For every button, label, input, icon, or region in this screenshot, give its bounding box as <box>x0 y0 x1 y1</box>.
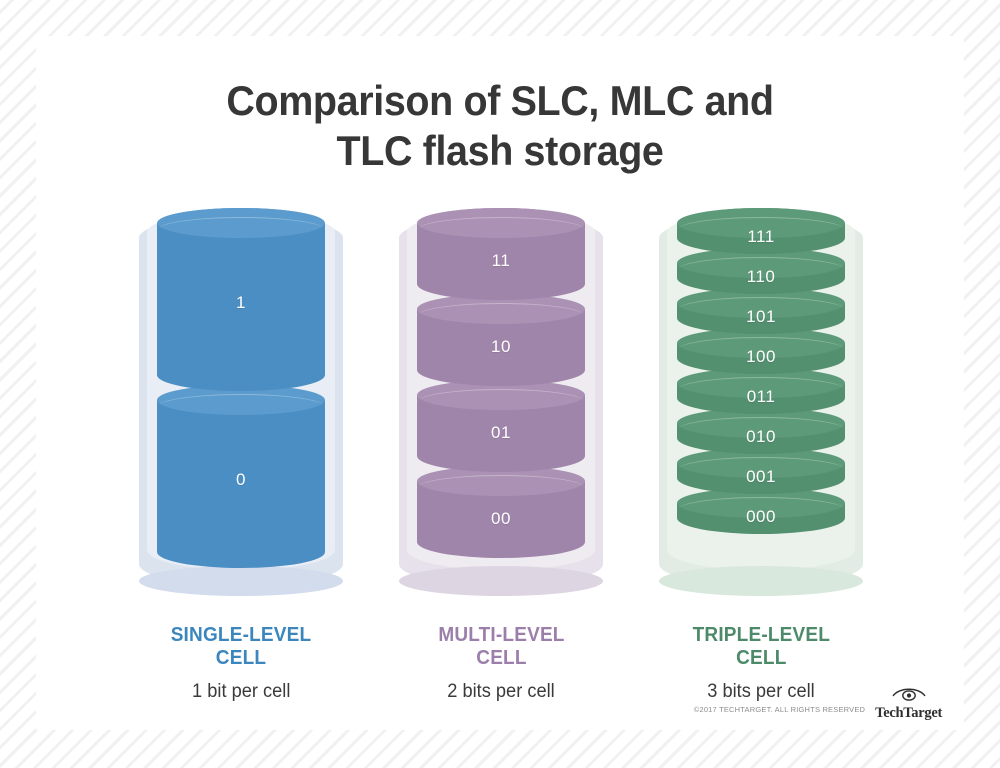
segment-label: 110 <box>746 267 776 286</box>
segment-label: 000 <box>746 507 776 526</box>
segment-highlight-line <box>417 475 585 501</box>
cell-type-title: MULTI-LEVEL CELL <box>438 624 564 670</box>
column-slc: 1 0 SINGLE-LEVEL CELL 1 bit per cell <box>126 208 356 703</box>
voltage-state-segment: 10 <box>417 294 585 386</box>
segment-highlight-line <box>677 417 845 443</box>
segment-highlight-line <box>677 377 845 403</box>
column-mlc: 11 10 01 00 MULTI-LEVEL CELL 2 bits per cell <box>386 208 616 703</box>
cell-type-title-line-2: CELL <box>475 647 527 669</box>
segment-highlight-line <box>677 457 845 483</box>
segment-highlight-line <box>417 389 585 415</box>
voltage-state-segment: 110 <box>677 248 845 294</box>
techtarget-wordmark: TechTarget <box>875 704 942 721</box>
segment-label: 11 <box>491 251 511 270</box>
cell-type-title: TRIPLE-LEVEL CELL <box>692 624 829 670</box>
segment-highlight-line <box>417 303 585 329</box>
title-line-2: TLC flash storage <box>336 126 664 174</box>
segment-highlight-line <box>677 257 845 283</box>
segment-label: 011 <box>746 387 776 406</box>
cell-type-title: SINGLE-LEVEL CELL <box>171 624 312 670</box>
voltage-state-segment: 001 <box>677 448 845 494</box>
segment-highlight-line <box>677 297 845 323</box>
cell-shell-base <box>659 566 863 596</box>
segment-label: 00 <box>491 509 511 528</box>
copyright-text: ©2017 TECHTARGET. ALL RIGHTS RESERVED <box>693 705 866 714</box>
voltage-state-segment: 00 <box>417 466 585 558</box>
cell-stack-tlc: 111 110 101 100 011 010 001 000 <box>659 208 863 596</box>
segment-label: 100 <box>746 347 776 366</box>
segment-highlight-line <box>157 394 325 420</box>
segment-label: 10 <box>491 337 511 356</box>
segment-label: 010 <box>746 427 776 446</box>
voltage-state-stack: 11 10 01 00 <box>417 208 585 574</box>
segment-label: 01 <box>491 423 511 442</box>
bits-per-cell-text: 1 bit per cell <box>191 681 291 702</box>
voltage-state-segment: 101 <box>677 288 845 334</box>
segment-highlight-line <box>677 497 845 523</box>
voltage-state-segment: 000 <box>677 488 845 534</box>
voltage-state-segment: 100 <box>677 328 845 374</box>
cell-type-title-line-1: TRIPLE-LEVEL <box>692 624 830 646</box>
page-title: Comparison of SLC, MLC and TLC flash sto… <box>64 76 936 175</box>
segment-highlight-line <box>677 217 845 243</box>
segment-label: 001 <box>746 467 776 486</box>
voltage-state-segment: 010 <box>677 408 845 454</box>
voltage-state-segment: 011 <box>677 368 845 414</box>
segment-label: 1 <box>236 292 246 312</box>
techtarget-logo: TechTarget <box>875 686 942 721</box>
segment-highlight-line <box>417 217 585 243</box>
voltage-state-segment: 111 <box>677 208 845 254</box>
cell-type-title-line-2: CELL <box>735 647 787 669</box>
voltage-state-segment: 0 <box>157 385 325 568</box>
cell-type-title-line-1: MULTI-LEVEL <box>437 624 565 646</box>
voltage-state-segment: 01 <box>417 380 585 472</box>
bits-per-cell-text: 2 bits per cell <box>447 681 555 702</box>
segment-highlight-line <box>677 337 845 363</box>
segment-label: 111 <box>747 227 775 246</box>
infographic-card: Comparison of SLC, MLC and TLC flash sto… <box>36 36 964 730</box>
segment-label: 101 <box>746 307 776 326</box>
eye-icon <box>891 686 926 705</box>
column-tlc: 111 110 101 100 011 010 001 000 TRIPLE-LEVEL CELL… <box>646 208 876 703</box>
footer: ©2017 TECHTARGET. ALL RIGHTS RESERVED Te… <box>694 686 942 721</box>
cell-shell-base <box>139 566 343 596</box>
voltage-state-segment: 1 <box>157 208 325 391</box>
cell-type-title-line-1: SINGLE-LEVEL <box>170 624 312 646</box>
voltage-state-segment: 11 <box>417 208 585 300</box>
title-line-1: Comparison of SLC, MLC and <box>226 77 774 124</box>
cell-stack-mlc: 11 10 01 00 <box>399 208 603 596</box>
cell-type-title-line-2: CELL <box>215 647 267 669</box>
segment-label: 0 <box>236 469 246 489</box>
cell-shell-base <box>399 566 603 596</box>
voltage-state-stack: 111 110 101 100 011 010 001 000 <box>677 208 845 574</box>
bits-per-cell-text: 3 bits per cell <box>707 681 815 702</box>
segment-highlight-line <box>157 217 325 243</box>
cell-type-columns: 1 0 SINGLE-LEVEL CELL 1 bit per cell 11 10 01 00… <box>126 208 876 702</box>
